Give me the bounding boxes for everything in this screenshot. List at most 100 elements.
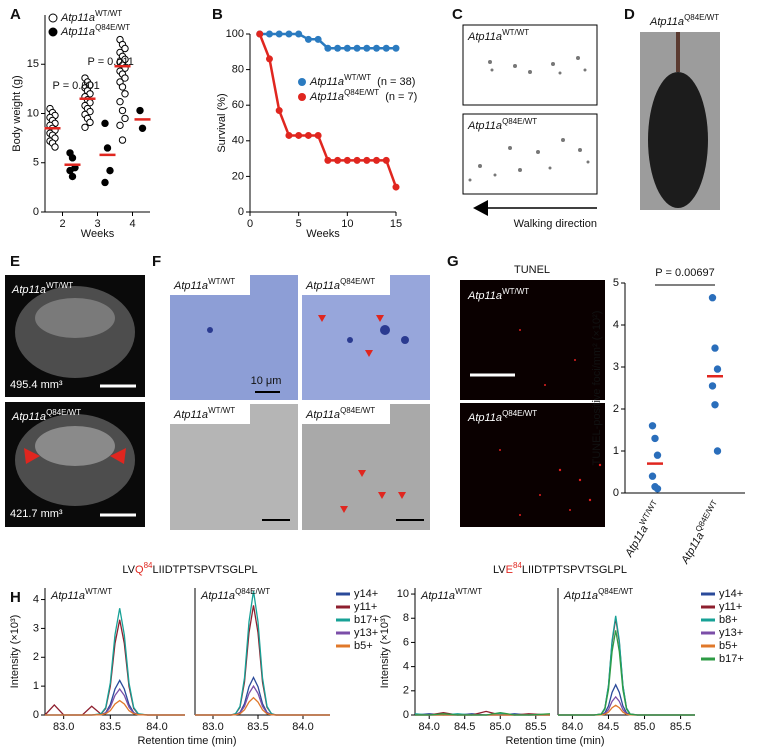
x-tick-label: 85.0 <box>634 721 655 733</box>
legend-label: b5+ <box>354 640 373 652</box>
data-point <box>708 294 717 302</box>
y-tick-label: 0 <box>33 709 39 721</box>
x-tick-label: 85.5 <box>670 721 691 733</box>
data-point <box>711 401 719 409</box>
genotype: WT/WT <box>46 281 73 290</box>
data-point <box>353 44 361 52</box>
y-tick-label: 6 <box>403 636 409 648</box>
annotation: P = 0.001 <box>53 80 100 92</box>
label-box <box>170 404 250 424</box>
data-point <box>116 121 124 130</box>
series-line <box>558 615 695 716</box>
chart-title: Atp11aWT/WT <box>420 587 482 602</box>
series-line <box>195 605 330 716</box>
em-image <box>302 404 430 530</box>
chart-title-part: WT/WT <box>455 587 482 596</box>
chart-title: Atp11aQ84E/WT <box>200 587 270 602</box>
gene: Atp11a <box>467 31 502 43</box>
y-axis-label: Body weight (g) <box>11 75 23 151</box>
data-point <box>653 451 662 459</box>
chart-title-part: Atp11a <box>200 590 235 602</box>
data-point <box>334 156 342 164</box>
gene: Atp11a <box>467 120 502 132</box>
data-point <box>353 156 361 164</box>
gene: Atp11a <box>305 409 340 421</box>
y-tick-label: 1 <box>33 680 39 692</box>
data-point <box>121 114 129 123</box>
x-tick-label: 15 <box>390 218 402 230</box>
panel-label: H <box>10 589 21 606</box>
brain <box>35 298 115 338</box>
y-tick-label: 0 <box>613 487 619 499</box>
series-line <box>45 699 185 716</box>
x-tick-label: 84.0 <box>292 721 313 733</box>
data-point <box>118 106 127 115</box>
data-point <box>334 44 342 52</box>
peptide: LVQ84LIIDTPTSPVTSGLPL <box>122 561 257 576</box>
data-point <box>392 44 400 52</box>
legend-label-part: WT/WT <box>95 9 122 18</box>
y-tick-label: 80 <box>232 64 244 76</box>
legend-label-part: Q84E/WT <box>344 88 379 97</box>
data-point <box>304 35 312 43</box>
y-tick-label: 4 <box>613 319 619 331</box>
data-point <box>275 107 283 115</box>
genotype: WT/WT <box>208 277 235 286</box>
x-tick-label: Atp11aQ84E/WT <box>676 498 724 567</box>
gene: Atp11a <box>11 411 46 423</box>
x-axis-label: Retention time (min) <box>505 735 604 747</box>
data-point <box>103 144 112 152</box>
panel-label: D <box>624 6 635 23</box>
data-point <box>392 183 400 191</box>
y-tick-label: 3 <box>613 361 619 373</box>
footprint-panel: Atp11aWT/WT Atp11aQ84E/WT Walking direct… <box>462 24 598 230</box>
data-point <box>343 44 351 52</box>
x-tick-label-part: Atp11a <box>679 530 707 566</box>
data-point <box>324 156 332 164</box>
x-tick-label: 84.0 <box>418 721 439 733</box>
legend-label: b8+ <box>719 614 738 626</box>
genotype: Q84E/WT <box>46 408 81 417</box>
volume-label: 495.4 mm³ <box>10 379 63 391</box>
peptide-residue: E <box>506 564 513 576</box>
x-tick-label-part: Q84E/WT <box>693 498 718 533</box>
series-line <box>558 618 695 716</box>
peptide-part: LIIDTPTSPVTSGLPL <box>522 564 627 576</box>
y-tick-label: 2 <box>403 685 409 697</box>
series-line <box>45 687 185 716</box>
y-tick-label: 2 <box>613 403 619 415</box>
arrowheads <box>318 315 406 513</box>
data-point <box>651 434 659 443</box>
label-box <box>170 275 250 295</box>
data-point <box>382 156 390 164</box>
x-tick-label: 85.5 <box>525 721 546 733</box>
arrowhead <box>24 448 40 464</box>
legend-label: y14+ <box>354 588 378 600</box>
x-tick-label-part: WT/WT <box>637 498 658 526</box>
genotype: WT/WT <box>502 28 529 37</box>
data-point <box>101 119 109 128</box>
series-line <box>415 711 551 716</box>
gene: Atp11a <box>173 409 208 421</box>
legend-label: y11+ <box>354 601 377 613</box>
direction-label: Walking direction <box>514 218 597 230</box>
footprint-box <box>462 24 598 106</box>
x-tick-label: Atp11aWT/WT <box>620 498 664 560</box>
tunel-image <box>460 403 605 527</box>
series-line <box>558 683 695 716</box>
volume-label: 421.7 mm³ <box>10 508 63 520</box>
legend-label: Atp11aWT/WT (n = 38) <box>309 73 415 88</box>
x-axis-label: Weeks <box>306 228 340 240</box>
label-box <box>302 404 390 424</box>
histology-panel: Atp11aWT/WT Atp11aQ84E/WT Atp11aWT/WT At… <box>170 275 430 530</box>
peptide-position: 84 <box>144 561 153 570</box>
data-point <box>86 118 94 127</box>
data-point <box>285 30 293 38</box>
histology-image <box>170 275 298 400</box>
mouse <box>648 72 708 208</box>
legend-label: Atp11aQ84E/WT <box>60 23 130 38</box>
legend-marker <box>48 13 58 23</box>
chart-title: Atp11aWT/WT <box>50 587 112 602</box>
x-tick-label: 3 <box>94 218 100 230</box>
